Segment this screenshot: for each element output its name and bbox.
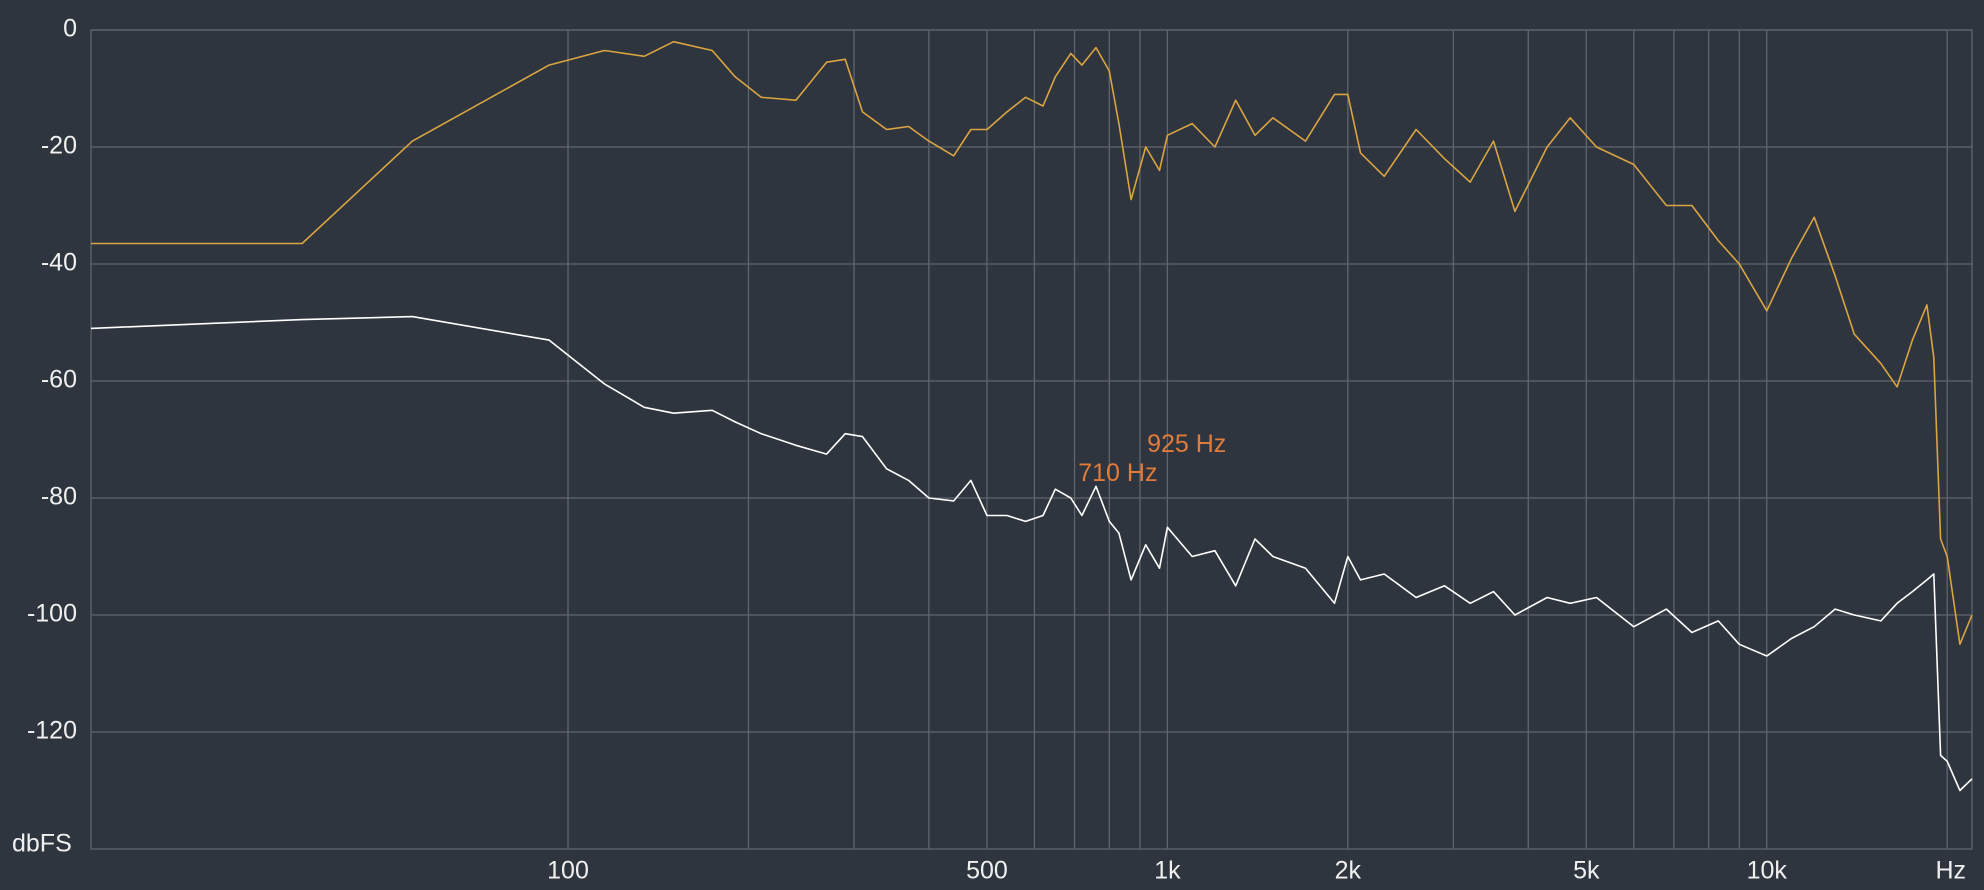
y-tick-label: -20: [41, 132, 77, 160]
y-tick-label: 0: [63, 15, 77, 43]
y-tick-label: -100: [27, 600, 77, 628]
peak-annotation: 925 Hz: [1147, 430, 1226, 458]
peak-annotation: 710 Hz: [1078, 459, 1157, 487]
spectrum-line: [90, 315, 1973, 792]
x-tick-label: 5k: [1573, 857, 1600, 885]
x-axis-label: Hz: [1935, 857, 1966, 885]
x-tick-label: 1k: [1154, 857, 1181, 885]
x-tick-label: 500: [966, 857, 1008, 885]
plot-frame: [90, 29, 1973, 850]
y-tick-label: -80: [41, 483, 77, 511]
x-tick-label: 2k: [1335, 857, 1362, 885]
y-axis-label: dbFS: [12, 830, 72, 858]
spectrum-line: [91, 40, 1973, 646]
x-tick-label: 100: [547, 857, 589, 885]
y-tick-label: -120: [27, 717, 77, 745]
y-tick-label: -60: [41, 366, 77, 394]
x-tick-label: 10k: [1747, 857, 1788, 885]
y-tick-label: -40: [41, 249, 77, 277]
